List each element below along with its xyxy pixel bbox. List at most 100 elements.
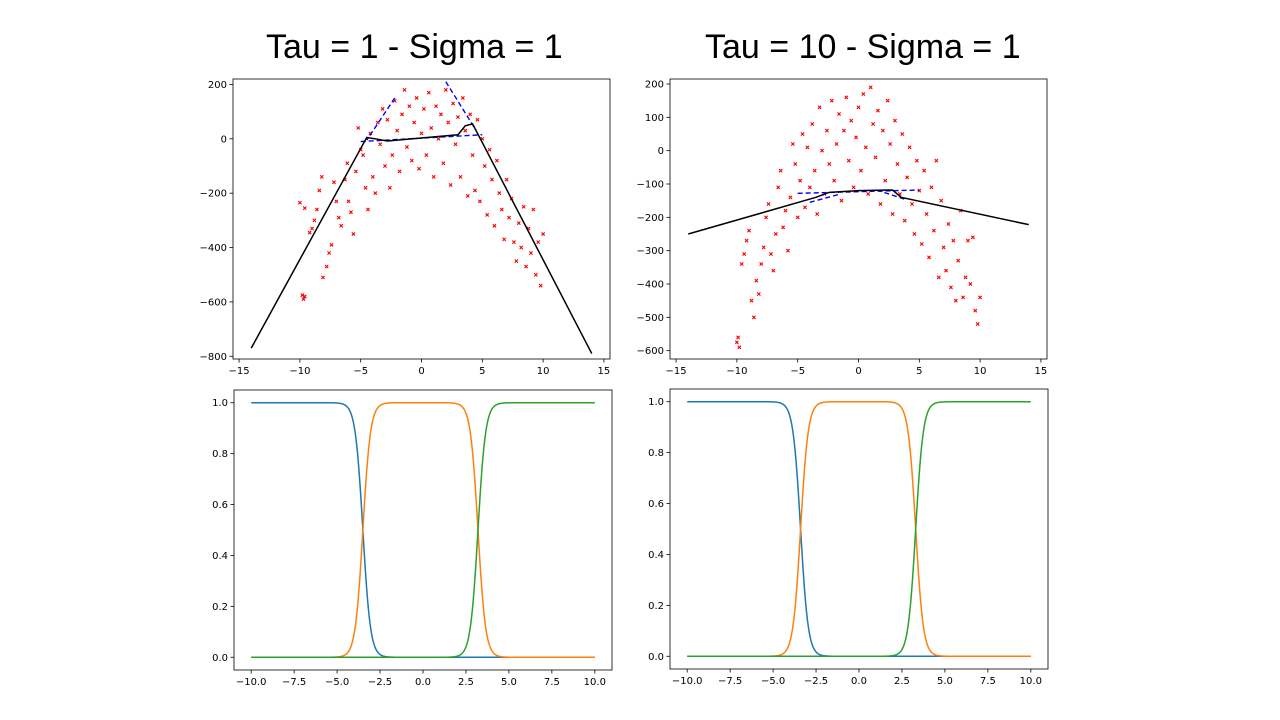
chart-title-left: Tau = 1 - Sigma = 1 — [266, 28, 563, 66]
scatter-point — [856, 105, 861, 110]
scatter-point — [849, 118, 854, 123]
scatter-point — [736, 335, 741, 340]
scatter-point — [417, 166, 422, 171]
y-tick-label: 0.2 — [212, 602, 228, 613]
gate-curve-1 — [687, 400, 1031, 658]
scatter-point — [914, 158, 919, 163]
scatter-point — [861, 92, 866, 96]
scatter-point — [800, 132, 805, 136]
scatter-point — [927, 255, 932, 260]
scatter-point — [885, 98, 890, 103]
scatter-point — [407, 104, 412, 109]
scatter-point — [978, 295, 983, 300]
scatter-point — [919, 242, 924, 246]
fit-line — [688, 189, 1029, 235]
scatter-point — [504, 177, 509, 182]
x-tick-label: −15 — [666, 366, 687, 377]
scatter-point — [734, 340, 739, 345]
y-tick-label: −100 — [637, 180, 664, 191]
y-tick-label: −400 — [637, 280, 664, 291]
scatter-point — [521, 204, 526, 209]
scatter-point — [805, 145, 810, 150]
expert-line — [445, 81, 477, 132]
scatter-point — [524, 264, 529, 269]
scatter-point — [485, 212, 490, 217]
scatter-point — [934, 158, 939, 163]
y-tick-label: 100 — [645, 113, 664, 124]
scatter-point — [538, 283, 543, 288]
x-tick-label: 0 — [855, 366, 861, 377]
scatter-point — [409, 158, 414, 163]
scatter-point — [751, 315, 756, 320]
scatter-point — [768, 252, 773, 256]
scatter-point — [346, 199, 351, 204]
scatter-point — [863, 145, 868, 150]
x-tick-label: 0.0 — [415, 677, 431, 688]
x-tick-label: −5.0 — [325, 677, 349, 688]
y-tick-label: 1.0 — [648, 397, 664, 408]
axes-frame — [233, 389, 613, 671]
axes-frame — [232, 78, 611, 360]
y-tick-label: 0.4 — [648, 550, 664, 561]
scatter-point — [302, 206, 307, 211]
x-tick-label: 0.0 — [851, 676, 867, 687]
scatter-point — [737, 345, 742, 350]
axes-frame — [669, 78, 1048, 360]
scatter-point — [946, 222, 951, 226]
x-tick-label: −10 — [726, 366, 747, 377]
scatter-point — [798, 178, 803, 183]
scatter-point — [771, 268, 776, 273]
scatter-point — [499, 207, 504, 212]
scatter-point — [749, 298, 754, 303]
scatter-point — [351, 231, 356, 236]
scatter-point — [429, 125, 434, 130]
x-tick-label: 10 — [974, 366, 987, 377]
scatter-point — [511, 240, 516, 245]
scatter-point — [810, 122, 815, 126]
scatter-point — [366, 207, 370, 212]
scatter-point — [773, 232, 778, 236]
y-tick-label: 0.0 — [212, 653, 228, 664]
scatter-point — [446, 120, 451, 125]
scatter-point — [888, 142, 893, 146]
scatter-point — [536, 240, 541, 245]
x-tick-label: 10.0 — [1020, 676, 1042, 687]
y-tick-label: 0 — [658, 146, 664, 157]
y-tick-label: 0.0 — [648, 652, 664, 663]
y-tick-label: −400 — [200, 243, 227, 254]
y-tick-label: 200 — [208, 80, 227, 91]
scatter-point — [519, 245, 524, 250]
scatter-point — [829, 98, 834, 103]
scatter-point — [390, 153, 395, 158]
scatter-point — [776, 185, 781, 190]
scatter-point — [793, 162, 798, 166]
scatter-point — [475, 117, 480, 122]
scatter-point — [458, 174, 463, 179]
scatter-point — [414, 96, 419, 101]
scatter-point — [929, 185, 934, 190]
scatter-point — [875, 108, 880, 113]
scatter-point — [815, 212, 820, 216]
scatter-point — [443, 87, 448, 92]
x-tick-label: 7.5 — [544, 677, 560, 688]
scatter-point — [783, 208, 788, 213]
x-tick-label: −7.5 — [718, 676, 742, 687]
scatter-point — [363, 185, 368, 190]
scatter-point — [839, 198, 844, 203]
scatter-point — [383, 164, 388, 168]
scatter-point — [448, 183, 453, 188]
scatter-point — [302, 294, 307, 299]
expert-line — [797, 189, 920, 195]
scatter-point — [516, 221, 521, 226]
scatter-point — [314, 207, 319, 212]
scatter-point — [514, 259, 519, 264]
scatter-point — [431, 174, 436, 179]
scatter-point — [312, 218, 317, 223]
scatter-point — [451, 101, 456, 106]
scatter-point — [761, 245, 766, 250]
plot-area — [688, 85, 1029, 350]
scatter-point — [795, 215, 800, 220]
scatter-point — [931, 228, 936, 233]
scatter-point — [866, 192, 871, 196]
scatter-point — [541, 231, 546, 236]
